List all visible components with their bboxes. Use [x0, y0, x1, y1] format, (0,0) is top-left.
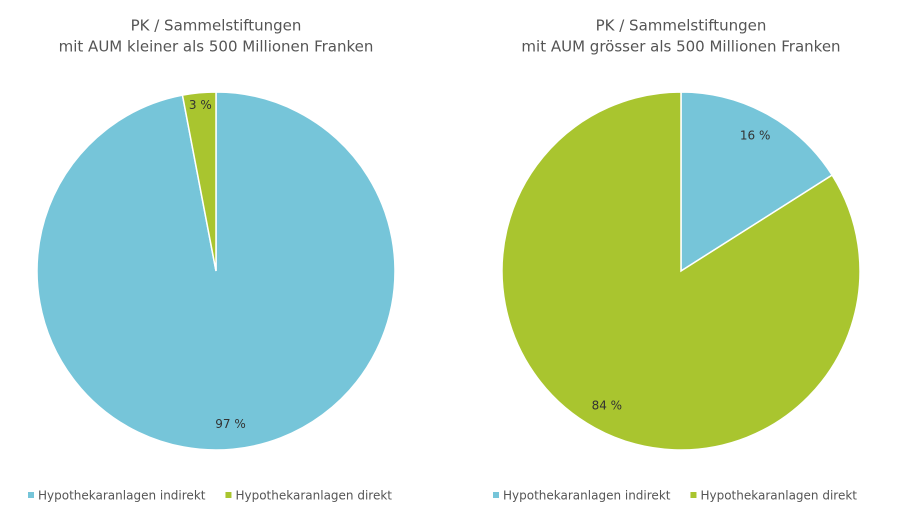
- pie-slice: [181, 91, 217, 272]
- legend-label: Hypothekaranlagen indirekt: [503, 489, 671, 503]
- legend-swatch: [28, 492, 34, 498]
- chart-title: PK / Sammelstiftungen: [131, 17, 302, 35]
- legend-swatch: [493, 492, 499, 498]
- chart-title: PK / Sammelstiftungen: [596, 17, 767, 35]
- data-label: 16 %: [740, 129, 771, 143]
- legend-label: Hypothekaranlagen direkt: [235, 489, 392, 503]
- legend-label: Hypothekaranlagen direkt: [700, 489, 857, 503]
- legend-swatch: [690, 492, 697, 498]
- pie-slice: [501, 91, 861, 451]
- data-label: 84 %: [592, 398, 623, 412]
- legend-swatch: [225, 492, 232, 498]
- data-label: 97 %: [215, 417, 246, 431]
- pie-slice: [36, 91, 396, 451]
- data-label: 3 %: [189, 98, 212, 112]
- pie-slice: [680, 91, 834, 273]
- chart-subtitle: mit AUM grösser als 500 Millionen Franke…: [521, 38, 840, 56]
- chart-subtitle: mit AUM kleiner als 500 Millionen Franke…: [59, 38, 374, 56]
- legend-label: Hypothekaranlagen indirekt: [38, 489, 206, 503]
